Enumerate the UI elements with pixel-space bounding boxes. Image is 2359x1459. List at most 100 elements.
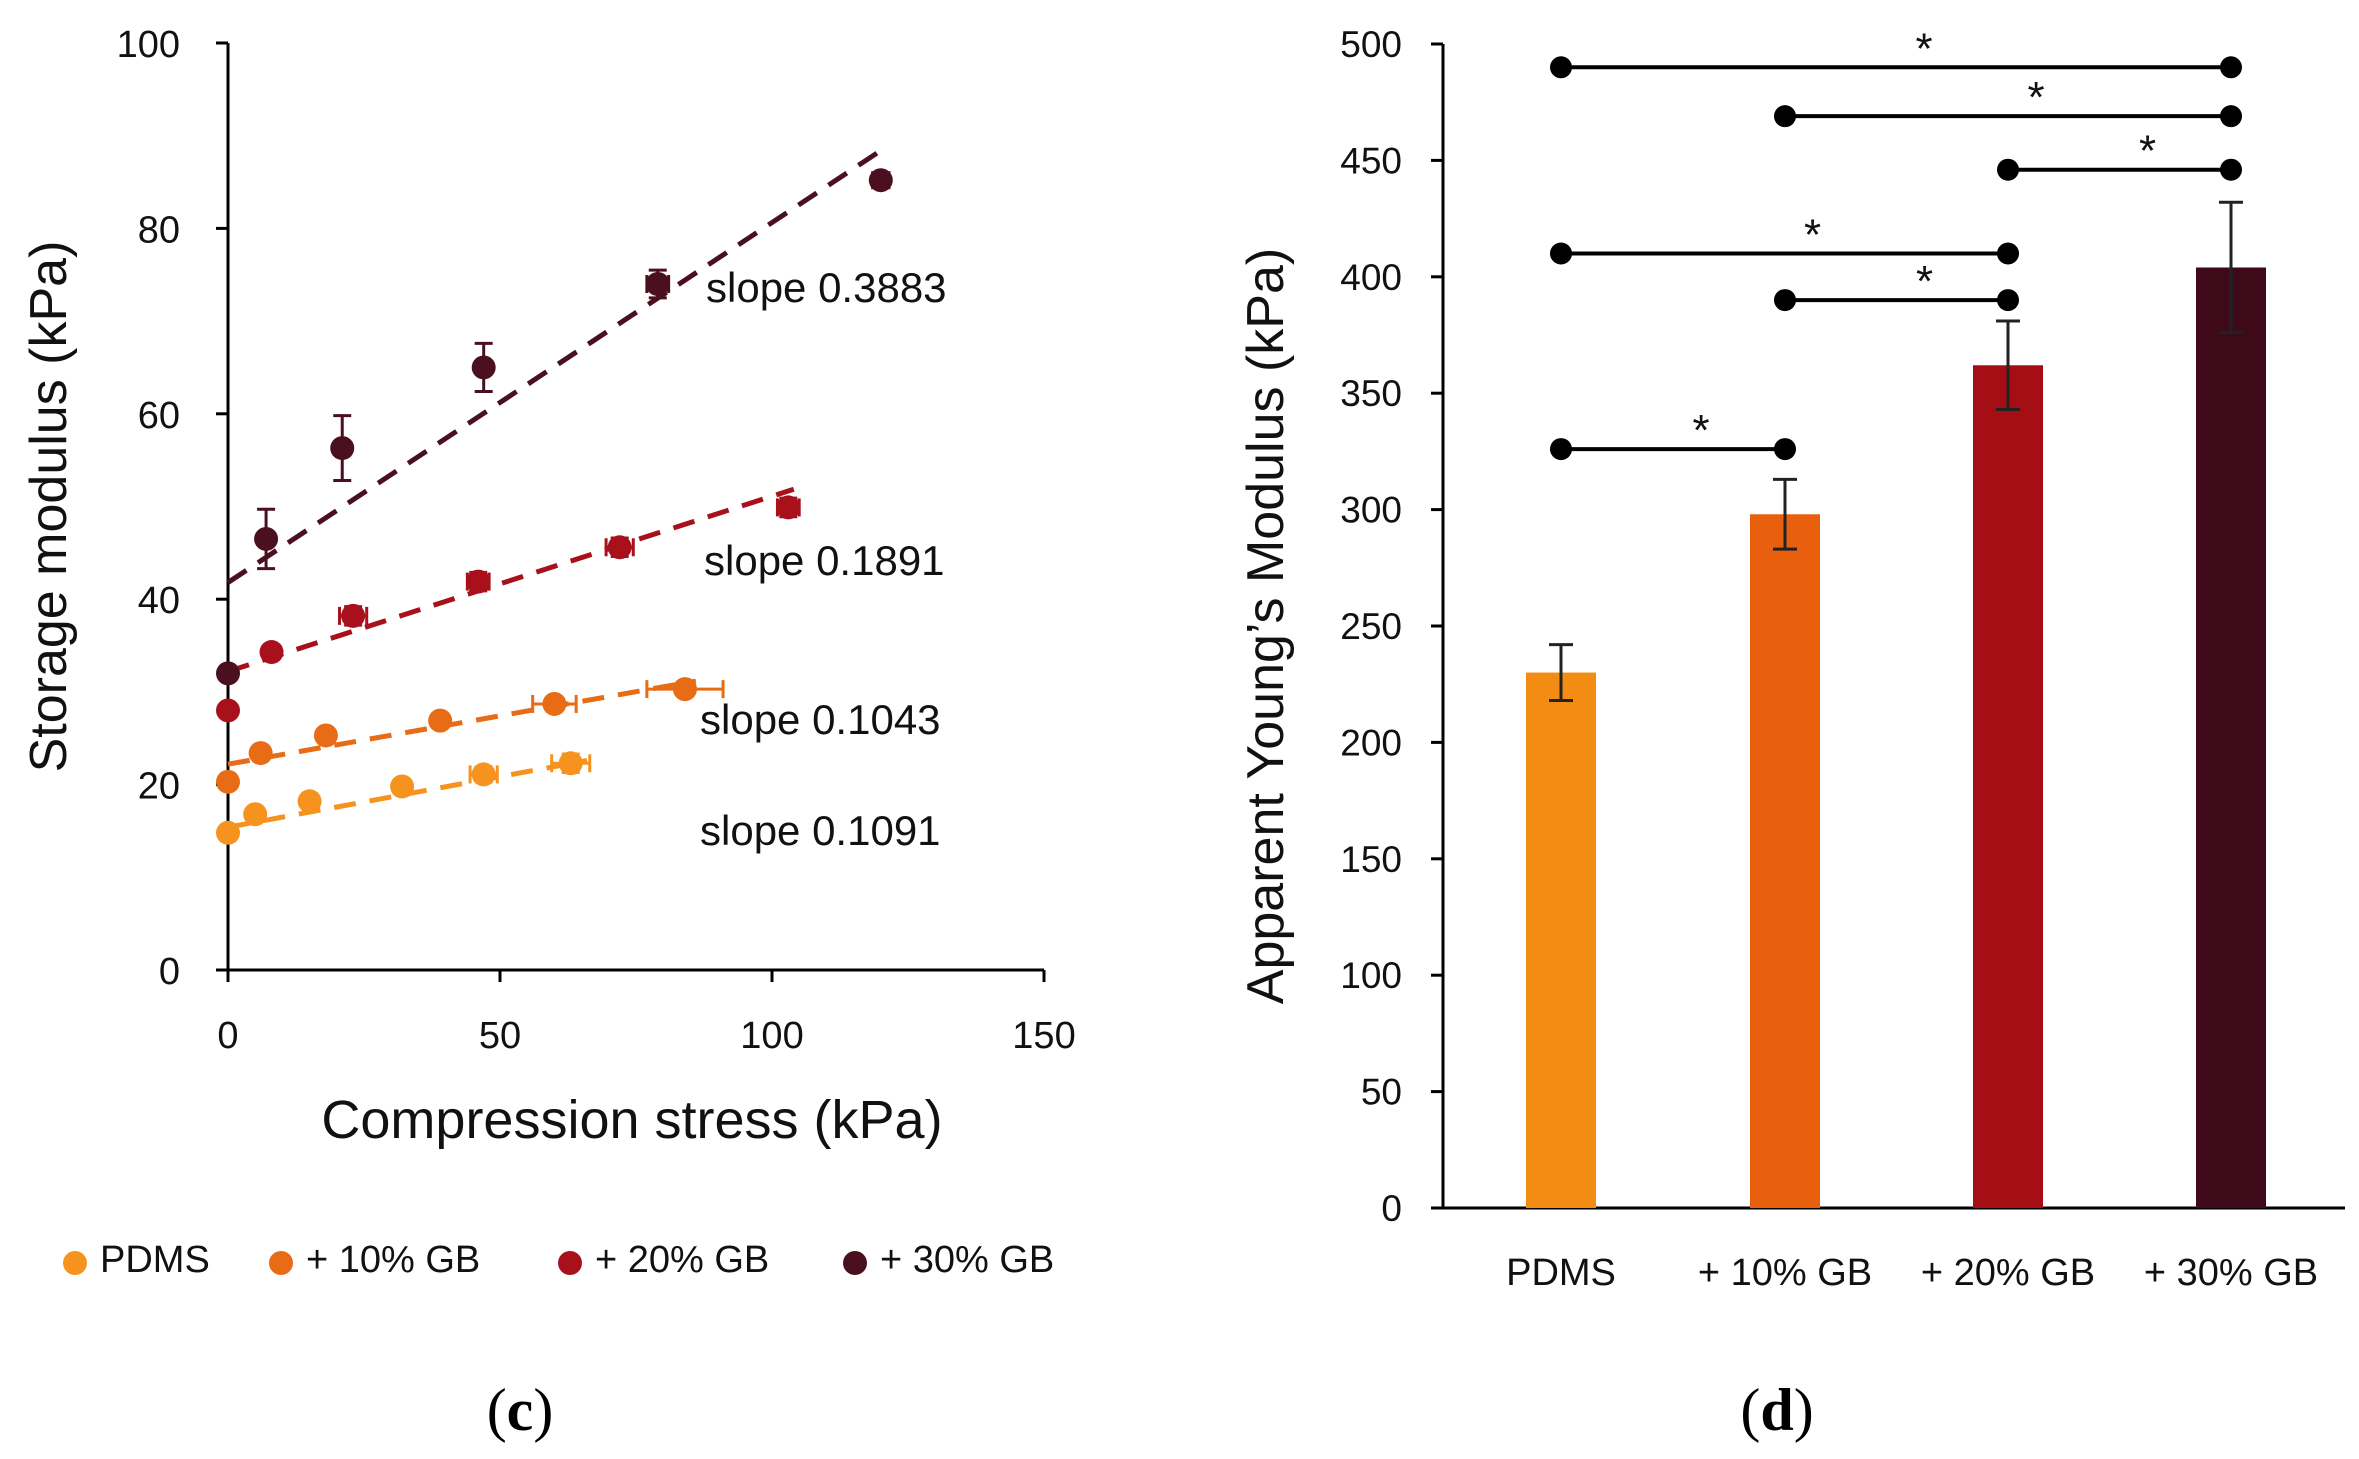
- trendline: [227, 678, 697, 767]
- x-tick-label: 150: [1012, 1015, 1075, 1057]
- data-point: [542, 691, 567, 716]
- trendline: [227, 486, 795, 674]
- significance-star: *: [2027, 73, 2044, 122]
- panel-d-youngs-modulus-chart: 0 50 100 150 200 250 300 350 400 450 500 Apparent Y…: [1237, 24, 2345, 1443]
- bar: [1973, 365, 2043, 1208]
- bracket-end: [1550, 438, 1572, 461]
- bar: [1526, 672, 1596, 1208]
- panel-label-c: (c): [487, 1377, 554, 1443]
- data-point: [341, 603, 366, 628]
- legend-item: PDMS: [63, 1239, 210, 1281]
- data-point: [216, 661, 240, 686]
- significance-bracket: *: [1774, 257, 2019, 312]
- legend-item: + 20% GB: [558, 1239, 769, 1281]
- category-label: + 30% GB: [2144, 1252, 2318, 1294]
- y-tick-label: 20: [138, 766, 180, 808]
- data-point: [607, 535, 632, 560]
- y-tick-label: 40: [138, 580, 180, 622]
- bracket-end: [1774, 289, 1796, 312]
- legend-label: + 20% GB: [595, 1239, 769, 1281]
- data-point: [330, 436, 355, 461]
- legend-label: + 10% GB: [306, 1239, 480, 1281]
- y-tick-label: 200: [1340, 722, 1402, 763]
- y-tick-label: 60: [138, 395, 180, 437]
- x-tick-label: 50: [479, 1015, 521, 1057]
- data-point: [216, 769, 240, 794]
- category-label: PDMS: [1506, 1252, 1616, 1294]
- data-point: [297, 789, 322, 814]
- bracket-end: [1550, 242, 1572, 265]
- series-0: slope 0.1091: [216, 751, 941, 854]
- series-2: slope 0.1891: [216, 486, 945, 723]
- legend-marker: [269, 1251, 293, 1275]
- x-axis-title: Compression stress (kPa): [321, 1090, 942, 1150]
- bracket-end: [2220, 105, 2242, 128]
- bracket-end: [1774, 105, 1796, 128]
- legend-marker: [558, 1251, 582, 1275]
- slope-annotation: slope 0.1891: [704, 537, 945, 584]
- slope-annotation: slope 0.1043: [700, 696, 941, 743]
- significance-star: *: [2139, 127, 2156, 176]
- legend-item: + 30% GB: [843, 1239, 1054, 1281]
- series-1: slope 0.1043: [216, 677, 941, 794]
- legend-marker: [843, 1251, 867, 1275]
- y-tick-label: 0: [1381, 1188, 1402, 1229]
- panel-letter-d: d: [1760, 1377, 1793, 1443]
- data-point: [243, 802, 268, 827]
- y-tick-label: 350: [1340, 373, 1402, 414]
- y-tick-label: 100: [117, 24, 180, 66]
- significance-bracket: *: [1550, 406, 1796, 461]
- category-label: + 10% GB: [1698, 1252, 1872, 1294]
- slope-annotation: slope 0.1091: [700, 807, 941, 854]
- bracket-end: [1997, 158, 2019, 181]
- data-point: [248, 741, 273, 766]
- bracket-end: [2220, 158, 2242, 181]
- significance-bracket: *: [1997, 127, 2242, 181]
- legend-label: + 30% GB: [880, 1239, 1054, 1281]
- bracket-end: [1997, 289, 2019, 312]
- data-point: [558, 751, 583, 776]
- y-axis-title: Storage modulus (kPa): [20, 241, 78, 773]
- y-tick-label: 50: [1361, 1072, 1402, 1113]
- bracket-end: [2220, 56, 2242, 79]
- significance-star: *: [1916, 257, 1933, 306]
- data-point: [313, 723, 338, 748]
- series-3: slope 0.3883: [216, 144, 947, 686]
- y-tick-label: 100: [1340, 955, 1402, 996]
- y-axis-title: Apparent Young’s Modulus (kPa): [1237, 248, 1295, 1004]
- panel-label-d: (d): [1740, 1377, 1813, 1443]
- y-tick-label: 150: [1340, 839, 1402, 880]
- y-tick-label: 250: [1340, 606, 1402, 647]
- significance-star: *: [1692, 406, 1709, 455]
- panel-c-storage-modulus-chart: 0 20 40 60 80 100 0 50 100 150 Storage modulus (kP…: [20, 24, 1076, 1443]
- bracket-end: [1997, 242, 2019, 265]
- legend-item: + 10% GB: [269, 1239, 480, 1281]
- data-point: [216, 820, 240, 845]
- data-point: [466, 569, 491, 594]
- data-point: [259, 640, 284, 665]
- x-tick-label: 0: [217, 1015, 238, 1057]
- data-point: [672, 677, 697, 702]
- slope-annotation: slope 0.3883: [706, 264, 947, 311]
- x-tick-label: 100: [740, 1015, 803, 1057]
- data-point: [216, 698, 240, 723]
- y-tick-label: 450: [1340, 140, 1402, 181]
- significance-star: *: [1915, 24, 1932, 73]
- significance-bracket: *: [1774, 73, 2242, 128]
- data-point: [471, 355, 496, 380]
- panel-letter-c: c: [507, 1377, 534, 1443]
- significance-bracket: *: [1550, 24, 2242, 79]
- bar: [2196, 267, 2266, 1208]
- data-point: [776, 495, 801, 520]
- data-point: [645, 272, 670, 297]
- trendline: [226, 144, 888, 585]
- bracket-end: [1550, 56, 1572, 79]
- data-point: [390, 774, 415, 799]
- data-point: [428, 708, 453, 733]
- category-label: + 20% GB: [1921, 1252, 2095, 1294]
- y-tick-label: 500: [1340, 24, 1402, 65]
- y-tick-label: 300: [1340, 490, 1402, 531]
- y-tick-label: 400: [1340, 257, 1402, 298]
- legend-marker: [63, 1251, 87, 1275]
- data-point: [254, 526, 279, 551]
